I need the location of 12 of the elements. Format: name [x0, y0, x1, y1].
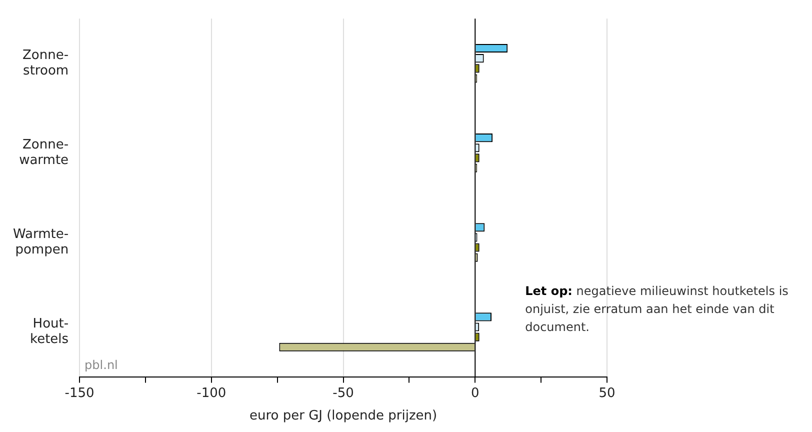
x-axis-title: euro per GJ (lopende prijzen): [249, 408, 438, 424]
y-tick-label: Warmte-pompen: [12, 227, 69, 258]
x-tick-label: -50: [332, 386, 354, 401]
x-tick-label: -150: [64, 386, 94, 401]
x-tick-label: 0: [471, 386, 480, 401]
x-tick-label: -100: [196, 386, 226, 401]
annotation: pbl.nl: [84, 358, 118, 372]
y-tick-label: Zonne-stroom: [22, 48, 69, 79]
annotation: Let op: negatieve milieuwinst houtketels is onjuist, zie erratum aan het einde van dit document.: [525, 282, 790, 336]
x-tick-label: 50: [598, 386, 616, 401]
y-tick-label: Hout-ketels: [30, 316, 69, 348]
y-tick-label: Zonne-warmte: [19, 138, 69, 168]
